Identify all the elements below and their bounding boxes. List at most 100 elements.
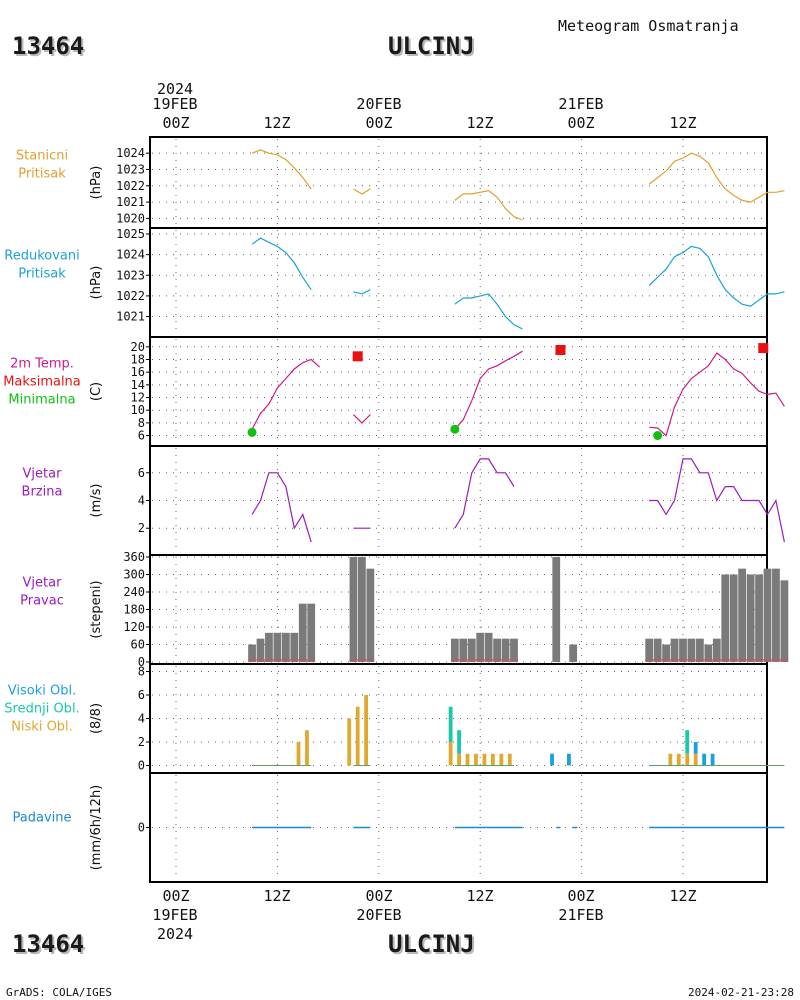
- direction-bar: [366, 568, 375, 662]
- series-label: Pravac: [20, 594, 64, 609]
- y-tick-label: 2: [138, 735, 145, 749]
- mid-cloud-bar: [448, 706, 453, 742]
- direction-bar: [696, 638, 704, 662]
- low-cloud-bar: [465, 753, 470, 766]
- direction-bar: [772, 568, 780, 662]
- direction-bar: [746, 574, 755, 662]
- y-tick-label: 1024: [116, 146, 145, 160]
- hour-label-top-3: 00Z: [365, 114, 392, 132]
- direction-bar: [738, 568, 747, 662]
- y-axis-label: (hPa): [89, 266, 104, 300]
- series-label: Stanicni: [16, 149, 68, 164]
- direction-bar: [687, 638, 696, 662]
- high-cloud-bar: [693, 741, 698, 754]
- series-label: Brzina: [22, 485, 63, 500]
- low-cloud-bar: [685, 753, 690, 766]
- panel-2: 1021 1022 1023 1024 1025 (hPa) Redukovani Priti…: [4, 227, 785, 338]
- series-label: 2m Temp.: [10, 357, 74, 372]
- y-tick-label: 10: [131, 403, 145, 417]
- series-label: Pritisak: [18, 167, 66, 182]
- direction-bar: [763, 568, 772, 662]
- low-cloud-bar: [482, 753, 487, 766]
- series-line: [251, 472, 312, 543]
- date-label-top-3: 21FEB: [558, 95, 603, 113]
- station-name-bottom-shadow: ULCINJ: [390, 932, 477, 960]
- station-id-top-shadow: 13464: [14, 34, 86, 62]
- low-cloud-bar: [457, 753, 461, 766]
- tmin-marker: [653, 431, 663, 441]
- direction-bar: [569, 644, 578, 662]
- series-label: Redukovani: [4, 249, 79, 264]
- low-cloud-bar: [668, 753, 673, 766]
- hour-label-top-4: 12Z: [466, 114, 493, 132]
- y-tick-label: 4: [138, 712, 145, 726]
- chart-subtitle: Meteogram Osmatranja: [558, 17, 739, 35]
- panel-1: 1020 1021 1022 1023 1024 (hPa) Stanicni Pritisa…: [16, 136, 785, 229]
- high-cloud-bar: [550, 753, 554, 766]
- low-cloud-bar: [474, 753, 478, 766]
- low-cloud-bar: [355, 706, 360, 766]
- y-tick-label: 1024: [116, 248, 145, 262]
- panel-7: 0 (mm/6h/12h) Padavine: [13, 772, 785, 883]
- low-cloud-bar: [296, 741, 301, 766]
- y-tick-label: 14: [131, 378, 145, 392]
- y-tick-label: 360: [123, 550, 145, 564]
- y-tick-label: 4: [138, 494, 145, 508]
- series-label: Srednji Obl.: [4, 702, 79, 717]
- panel-6: 0 2 4 6 8 (8/8) Visoki Obl. Srednji Obl. Niski O…: [4, 663, 785, 774]
- tmax-marker: [555, 344, 566, 355]
- low-cloud-bar: [364, 695, 369, 766]
- y-tick-label: 240: [123, 585, 145, 599]
- direction-bar: [273, 632, 282, 662]
- direction-bar: [721, 574, 730, 662]
- direction-bar: [248, 644, 256, 662]
- hour-label-bottom-5: 00Z: [567, 887, 594, 905]
- station-name-top: ULCINJ: [388, 32, 475, 60]
- station-id-bottom: 13464: [12, 930, 84, 958]
- panel-frame: [149, 227, 768, 338]
- station-id-top: 13464: [12, 32, 84, 60]
- direction-bar: [256, 638, 265, 662]
- direction-bar: [679, 638, 687, 662]
- series-label: Vjetar: [23, 576, 63, 591]
- series-label: Maksimalna: [3, 375, 81, 390]
- low-cloud-bar: [347, 718, 352, 766]
- direction-bar: [729, 574, 738, 662]
- hour-label-top-1: 00Z: [162, 114, 189, 132]
- direction-bar: [265, 632, 273, 662]
- high-cloud-bar: [710, 753, 715, 766]
- direction-bar: [653, 638, 662, 662]
- series-label: Visoki Obl.: [8, 684, 76, 699]
- direction-bar: [484, 632, 493, 662]
- y-tick-label: 1021: [116, 310, 145, 324]
- series-line: [648, 152, 785, 203]
- date-label-bottom-3: 21FEB: [558, 906, 603, 924]
- direction-bar: [755, 574, 763, 662]
- y-tick-label: 18: [131, 352, 145, 366]
- y-tick-label: 300: [123, 568, 145, 582]
- series-line: [454, 190, 523, 221]
- footer-timestamp: 2024-02-21-23:28: [688, 986, 794, 999]
- y-tick-label: 6: [138, 429, 145, 443]
- year-label-bottom: 2024: [157, 925, 193, 943]
- tmax-marker: [352, 351, 363, 362]
- tmin-marker: [247, 427, 257, 437]
- direction-bar: [298, 603, 307, 662]
- series-line: [353, 289, 371, 295]
- y-tick-label: 1023: [116, 268, 145, 282]
- tmin-marker: [450, 424, 460, 434]
- series-line: [251, 237, 312, 291]
- bottom-time-axis: 00Z 12Z 00Z 12Z 00Z 12Z 19FEB 20FEB 21FE…: [152, 887, 696, 943]
- y-tick-label: 0: [138, 821, 145, 835]
- direction-bar: [307, 603, 316, 662]
- date-label-bottom-1: 19FEB: [152, 906, 197, 924]
- series-label: Pritisak: [18, 267, 66, 282]
- hour-label-bottom-1: 00Z: [162, 887, 189, 905]
- y-tick-label: 0: [138, 758, 145, 772]
- direction-bar: [281, 632, 290, 662]
- station-id-bottom-shadow: 13464: [14, 932, 86, 960]
- y-tick-label: 1022: [116, 289, 145, 303]
- series-line: [454, 458, 515, 529]
